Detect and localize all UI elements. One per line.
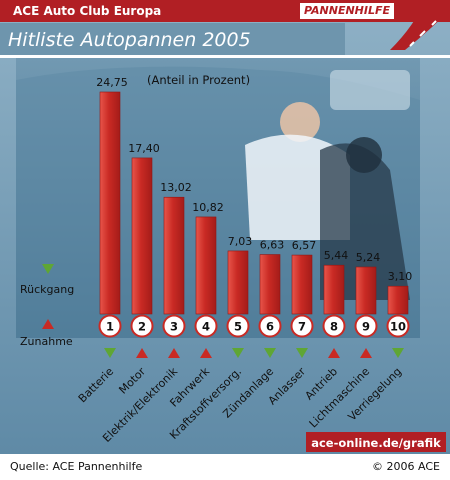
legend-increase-label: Zunahme xyxy=(20,335,73,348)
bar-6 xyxy=(259,254,281,315)
rank-circle-10 xyxy=(386,314,410,338)
trend-down-icon-6 xyxy=(264,348,276,358)
rank-number-8: 8 xyxy=(330,320,338,334)
rank-circle-2 xyxy=(130,314,154,338)
trend-up-icon-9 xyxy=(360,348,372,358)
value-label-4: 10,82 xyxy=(192,201,224,214)
bar-1 xyxy=(99,91,121,315)
bar-10 xyxy=(387,285,409,315)
legend-increase-icon xyxy=(42,319,54,329)
second-person xyxy=(320,143,410,300)
bar-4 xyxy=(195,216,217,315)
rank-circle-3 xyxy=(162,314,186,338)
title-underline xyxy=(0,55,450,58)
trend-down-icon-7 xyxy=(296,348,308,358)
copyright-text: © 2006 ACE xyxy=(372,460,440,473)
rank-number-3: 3 xyxy=(170,320,178,334)
legend-decline-label: Rückgang xyxy=(20,283,74,296)
trend-down-icon-1 xyxy=(104,348,116,358)
rank-circle-5 xyxy=(226,314,250,338)
rank-number-4: 4 xyxy=(202,320,210,334)
trend-up-icon-4 xyxy=(200,348,212,358)
value-label-9: 5,24 xyxy=(356,251,381,264)
rank-number-5: 5 xyxy=(234,320,242,334)
trend-down-icon-10 xyxy=(392,348,404,358)
section-badge: PANNENHILFE xyxy=(300,3,394,19)
rank-badges: 1 2 3 4 5 6 7 8 9 10 xyxy=(98,314,410,338)
value-label-10: 3,10 xyxy=(388,270,413,283)
trend-up-icon-8 xyxy=(328,348,340,358)
source-text: Quelle: ACE Pannenhilfe xyxy=(10,460,143,473)
rank-number-9: 9 xyxy=(362,320,370,334)
value-label-2: 17,40 xyxy=(128,142,160,155)
rank-circle-8 xyxy=(322,314,346,338)
value-label-5: 7,03 xyxy=(228,235,253,248)
bars xyxy=(99,91,409,315)
value-label-6: 6,63 xyxy=(260,239,285,252)
value-label-3: 13,02 xyxy=(160,181,192,194)
road-graphic xyxy=(390,0,450,50)
bar-8 xyxy=(323,264,345,315)
trend-up-icon-2 xyxy=(136,348,148,358)
car-shape xyxy=(330,70,410,110)
value-label-8: 5,44 xyxy=(324,249,349,262)
bar-2 xyxy=(131,157,153,315)
title-bar xyxy=(0,23,345,55)
second-head xyxy=(346,137,382,173)
rank-circle-7 xyxy=(290,314,314,338)
rank-circle-6 xyxy=(258,314,282,338)
rank-number-7: 7 xyxy=(298,320,306,334)
unit-label: (Anteil in Prozent) xyxy=(147,73,250,87)
bar-3 xyxy=(163,196,185,315)
legend: Rückgang Zunahme xyxy=(20,264,74,348)
chart-title: Hitliste Autopannen 2005 xyxy=(8,29,251,51)
rank-number-2: 2 xyxy=(138,320,146,334)
legend-decline-icon xyxy=(42,264,54,274)
rank-number-6: 6 xyxy=(266,320,274,334)
trend-down-icon-5 xyxy=(232,348,244,358)
url-banner xyxy=(306,432,446,452)
trend-marks xyxy=(104,348,404,358)
bar-5 xyxy=(227,250,249,315)
person-head xyxy=(280,102,320,142)
rank-circle-4 xyxy=(194,314,218,338)
footer: Quelle: ACE Pannenhilfe © 2006 ACE xyxy=(0,454,450,480)
trend-up-icon-3 xyxy=(168,348,180,358)
bar-9 xyxy=(355,266,377,315)
rank-number-1: 1 xyxy=(106,320,114,334)
value-label-1: 24,75 xyxy=(96,76,128,89)
value-label-7: 6,57 xyxy=(292,239,317,252)
url-link[interactable]: ace-online.de/grafik xyxy=(311,436,441,450)
rank-circle-9 xyxy=(354,314,378,338)
bar-7 xyxy=(291,254,313,315)
rank-number-10: 10 xyxy=(390,320,406,334)
brand-badge: ACE Auto Club Europa xyxy=(5,2,171,20)
rank-circle-1 xyxy=(98,314,122,338)
